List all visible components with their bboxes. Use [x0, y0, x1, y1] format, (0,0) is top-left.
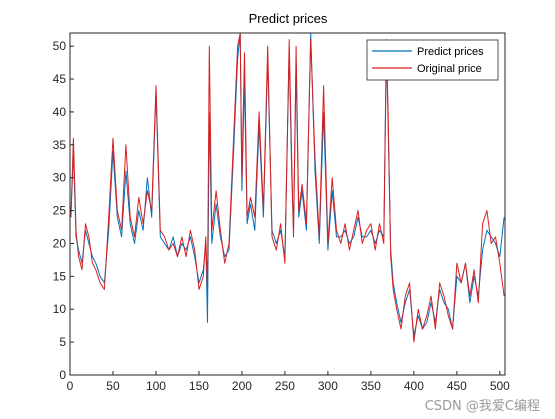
y-tick-label: 50	[53, 39, 67, 53]
axes-frame	[69, 32, 506, 376]
x-tick-label: 150	[189, 379, 209, 393]
y-tick-label: 15	[53, 269, 67, 283]
x-tick-label: 450	[447, 379, 467, 393]
y-axis-ticks: 0 5 10 15 20 25 30 35 40 45 50	[53, 39, 74, 382]
x-tick-label: 250	[275, 379, 295, 393]
legend: Predict prices Original price	[366, 39, 499, 81]
y-tick-label: 35	[53, 138, 67, 152]
y-tick-label: 10	[53, 302, 67, 316]
y-tick-label: 40	[53, 105, 67, 119]
x-tick-label: 500	[490, 379, 510, 393]
y-tick-label: 20	[53, 236, 67, 250]
x-tick-label: 200	[232, 379, 252, 393]
legend-label-predict: Predict prices	[417, 46, 484, 58]
x-tick-label: 400	[404, 379, 424, 393]
legend-label-original: Original price	[417, 63, 482, 75]
watermark-text: CSDN @我爱C编程	[425, 399, 540, 414]
x-tick-label: 100	[146, 379, 166, 393]
x-axis-ticks: 0 50 100 150 200 250 300 350 400 450 500	[67, 371, 510, 393]
series-line-original	[70, 33, 505, 343]
series-lines	[70, 33, 505, 343]
y-tick-label: 45	[53, 72, 67, 86]
y-tick-label: 25	[53, 204, 67, 218]
chart-title: Predict prices	[249, 11, 328, 26]
x-tick-label: 0	[67, 379, 74, 393]
x-tick-label: 350	[361, 379, 381, 393]
y-tick-label: 5	[59, 335, 66, 349]
x-tick-label: 50	[106, 379, 120, 393]
x-tick-label: 300	[318, 379, 338, 393]
plot-area	[70, 33, 505, 375]
y-tick-label: 30	[53, 171, 67, 185]
y-tick-label: 0	[59, 368, 66, 382]
legend-box	[366, 39, 499, 81]
